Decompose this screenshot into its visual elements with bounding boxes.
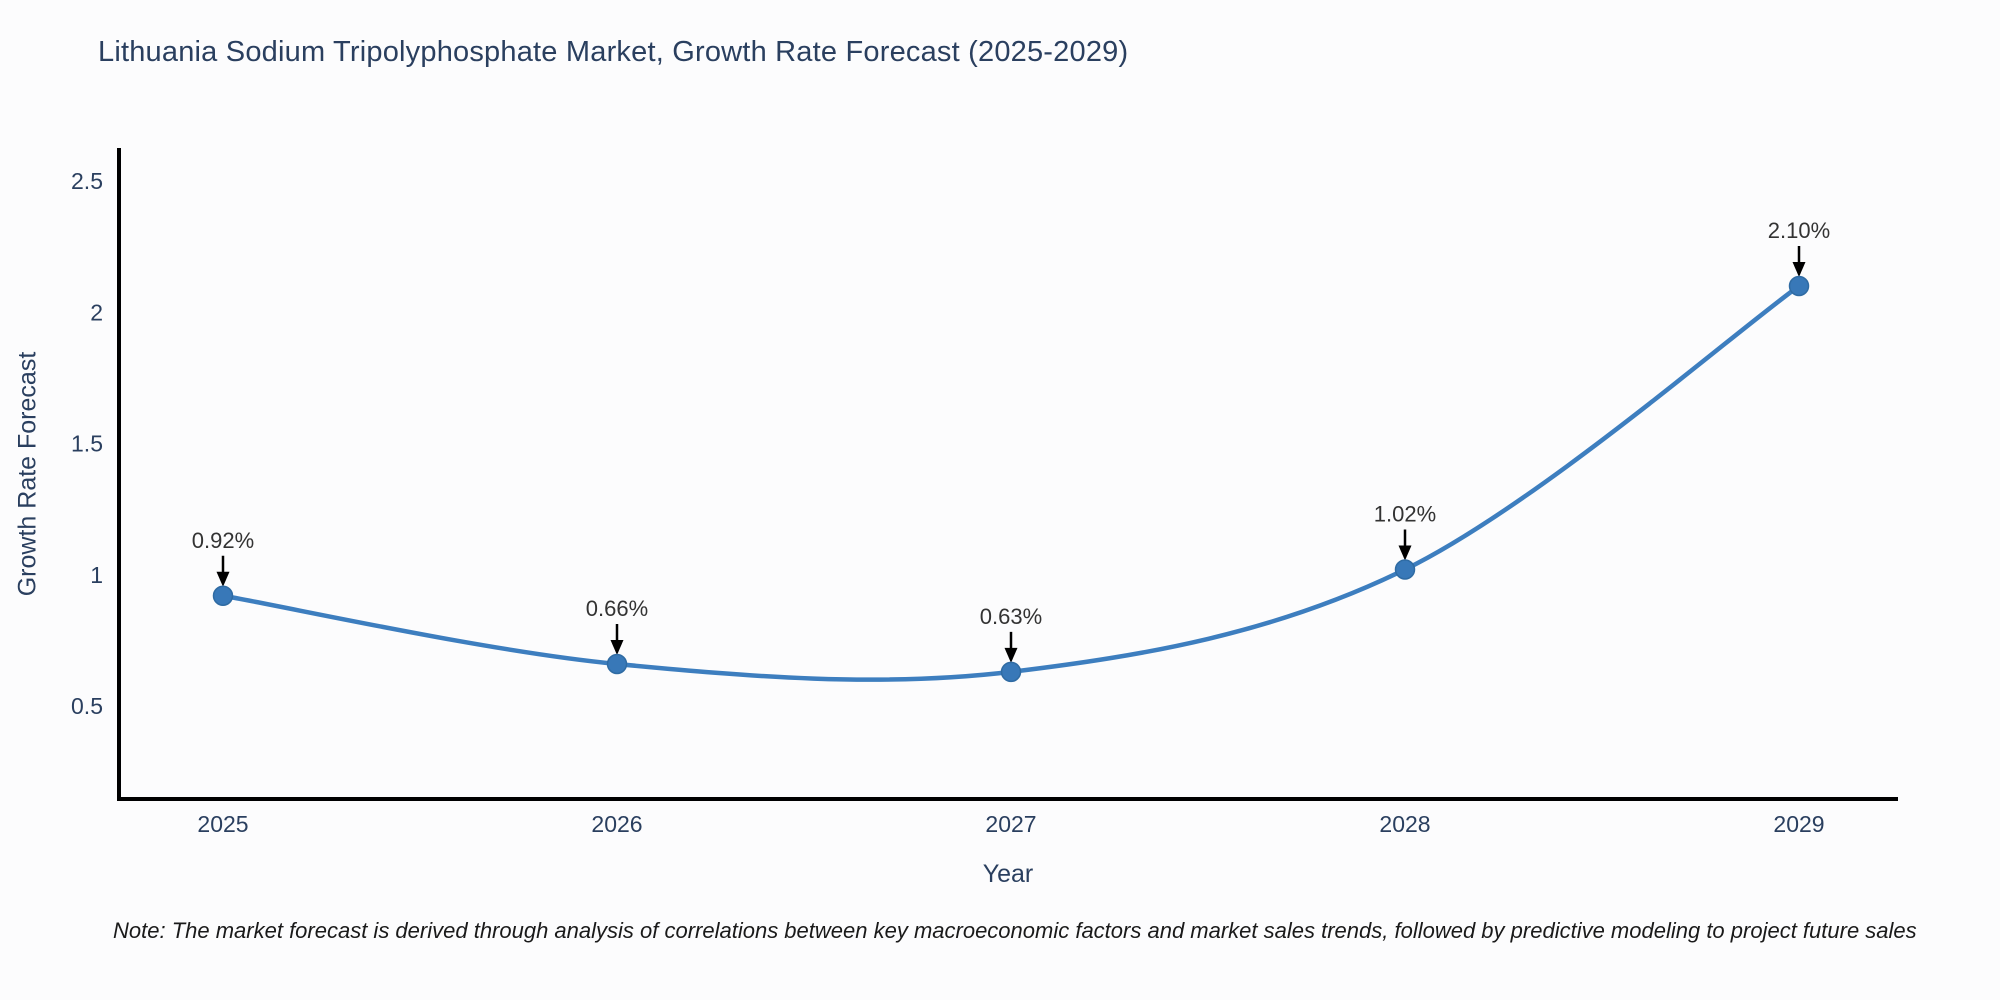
axes-spines — [117, 148, 1898, 801]
x-tick-labels: 2025 2026 2027 2028 2029 — [197, 811, 1824, 837]
annotation-arrow-head — [216, 571, 230, 587]
annotation-label: 0.66% — [586, 596, 648, 621]
y-tick-label: 0.5 — [71, 693, 103, 719]
annotation-arrow-head — [1004, 647, 1018, 663]
y-tick-label: 2.5 — [71, 168, 103, 194]
data-point-2026[interactable] — [606, 653, 628, 675]
point-annotations: 0.92% 0.66% 0.63% 1.02% 2.10% — [192, 218, 1830, 663]
y-tick-labels: 0.5 1 1.5 2 2.5 — [71, 168, 103, 719]
footnote: Note: The market forecast is derived thr… — [113, 918, 1917, 943]
data-point-2028[interactable] — [1394, 559, 1416, 580]
x-tick-label: 2028 — [1379, 811, 1430, 837]
annotation-arrow-head — [1792, 262, 1806, 277]
annotation-arrow-head — [610, 640, 624, 655]
data-point-2029[interactable] — [1788, 275, 1810, 297]
x-tick-label: 2026 — [591, 811, 642, 837]
data-point-2025[interactable] — [212, 585, 234, 606]
y-tick-label: 1.5 — [71, 431, 103, 457]
y-tick-label: 1 — [90, 562, 103, 588]
x-axis-title: Year — [982, 860, 1034, 888]
annotation-label: 0.63% — [980, 604, 1042, 629]
chart-title: Lithuania Sodium Tripolyphosphate Market… — [98, 36, 1129, 68]
x-tick-label: 2029 — [1773, 811, 1824, 837]
y-tick-label: 2 — [90, 299, 103, 325]
annotation-label: 1.02% — [1374, 502, 1436, 527]
annotation-label: 2.10% — [1768, 218, 1830, 243]
annotation-arrow-head — [1398, 545, 1412, 561]
data-point-markers — [212, 275, 1810, 683]
data-point-2027[interactable] — [1000, 661, 1022, 683]
x-tick-label: 2025 — [197, 811, 248, 837]
x-tick-label: 2027 — [985, 811, 1036, 837]
annotation-label: 0.92% — [192, 528, 254, 553]
